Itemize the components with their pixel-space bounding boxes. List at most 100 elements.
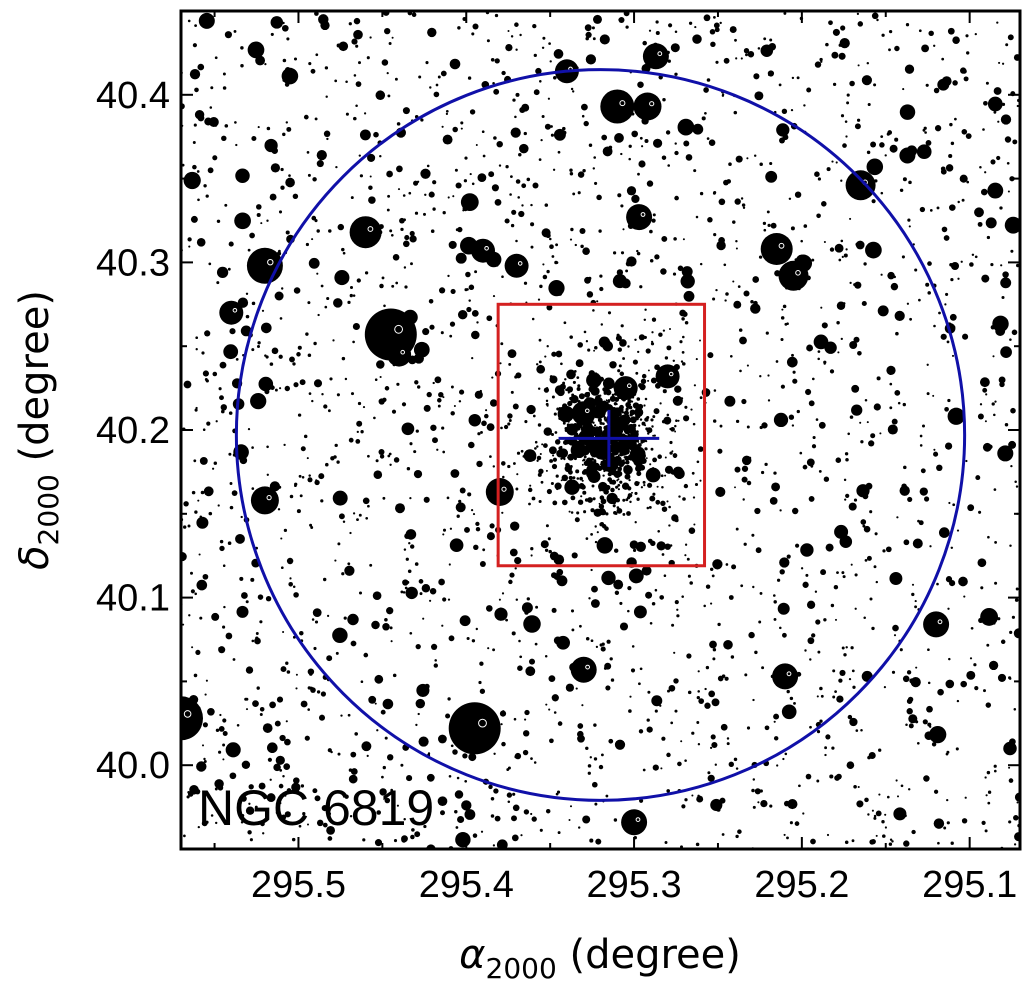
star-marker [610,462,613,466]
star-marker [450,411,455,416]
star-marker [737,285,741,288]
star-marker [536,459,539,462]
star-marker [489,523,495,529]
star-marker [873,814,877,818]
star-marker [866,421,869,424]
star-marker [554,439,561,445]
star-marker [348,768,353,772]
star-marker [235,168,250,183]
star-marker [936,582,939,586]
star-marker [375,90,386,100]
star-marker [625,269,629,273]
star-marker [598,412,602,415]
star-marker [761,422,768,429]
star-marker [546,488,552,495]
star-marker [625,466,628,469]
star-marker [447,274,450,278]
star-marker [330,750,333,754]
star-marker [670,721,674,725]
star-marker [445,112,449,116]
star-marker [282,132,286,137]
star-marker [326,614,330,618]
star-marker [416,683,430,697]
star-marker [619,339,627,347]
star-marker [491,376,494,379]
star-marker [787,799,798,810]
star-marker [719,424,723,428]
star-marker [373,416,376,420]
star-marker [638,682,641,686]
star-marker [502,710,505,713]
star-marker [603,384,607,388]
star-marker [402,579,409,586]
star-marker [494,198,502,206]
star-marker [767,70,775,77]
star-marker [477,432,481,436]
star-marker [788,414,795,420]
star-marker [300,446,306,452]
star-marker [773,600,777,604]
star-marker [919,434,923,438]
star-marker [309,523,313,527]
star-marker [1008,766,1011,769]
star-marker [279,387,282,390]
star-marker [646,506,650,510]
star-marker [441,426,445,430]
star-marker [638,160,646,168]
star-marker [434,659,437,662]
star-marker [546,345,549,348]
star-marker [447,196,450,199]
star-marker [857,350,862,356]
star-marker [212,371,218,377]
star-marker [541,443,544,446]
star-marker [838,43,842,47]
star-marker [724,676,729,681]
star-marker [190,571,193,575]
star-marker [356,518,359,522]
bright-star-marker [448,702,501,755]
star-marker [241,814,245,818]
star-marker [320,691,327,697]
star-marker [455,502,466,513]
star-marker [752,698,755,702]
star-marker [684,405,688,409]
star-marker [366,56,370,60]
star-marker [592,428,595,431]
star-marker [821,322,828,329]
star-marker [581,103,588,111]
star-marker [668,524,671,527]
star-marker [687,574,691,578]
star-marker [846,101,850,105]
star-marker [830,603,835,608]
star-marker [967,504,975,512]
star-marker [629,500,632,504]
star-marker [991,402,995,406]
star-marker [654,588,658,592]
star-marker [368,695,377,704]
star-marker [1000,639,1006,645]
star-marker [796,409,800,414]
star-marker [627,493,633,498]
star-marker [280,666,287,673]
star-marker [1001,102,1006,106]
star-marker [507,766,511,770]
star-marker [539,828,543,832]
star-marker [528,658,536,665]
star-marker [306,457,309,460]
star-marker [301,476,305,479]
star-marker [786,356,798,368]
star-marker [769,38,773,42]
star-marker [800,239,803,243]
star-marker [696,460,700,464]
star-marker [259,707,265,712]
star-marker [601,524,607,529]
star-marker [280,537,283,540]
star-marker [373,470,383,479]
star-marker [568,439,575,446]
star-marker [570,495,576,501]
star-marker [256,204,262,210]
star-marker [361,741,372,752]
star-marker [762,221,767,226]
star-marker [883,686,887,689]
star-marker [510,35,514,38]
